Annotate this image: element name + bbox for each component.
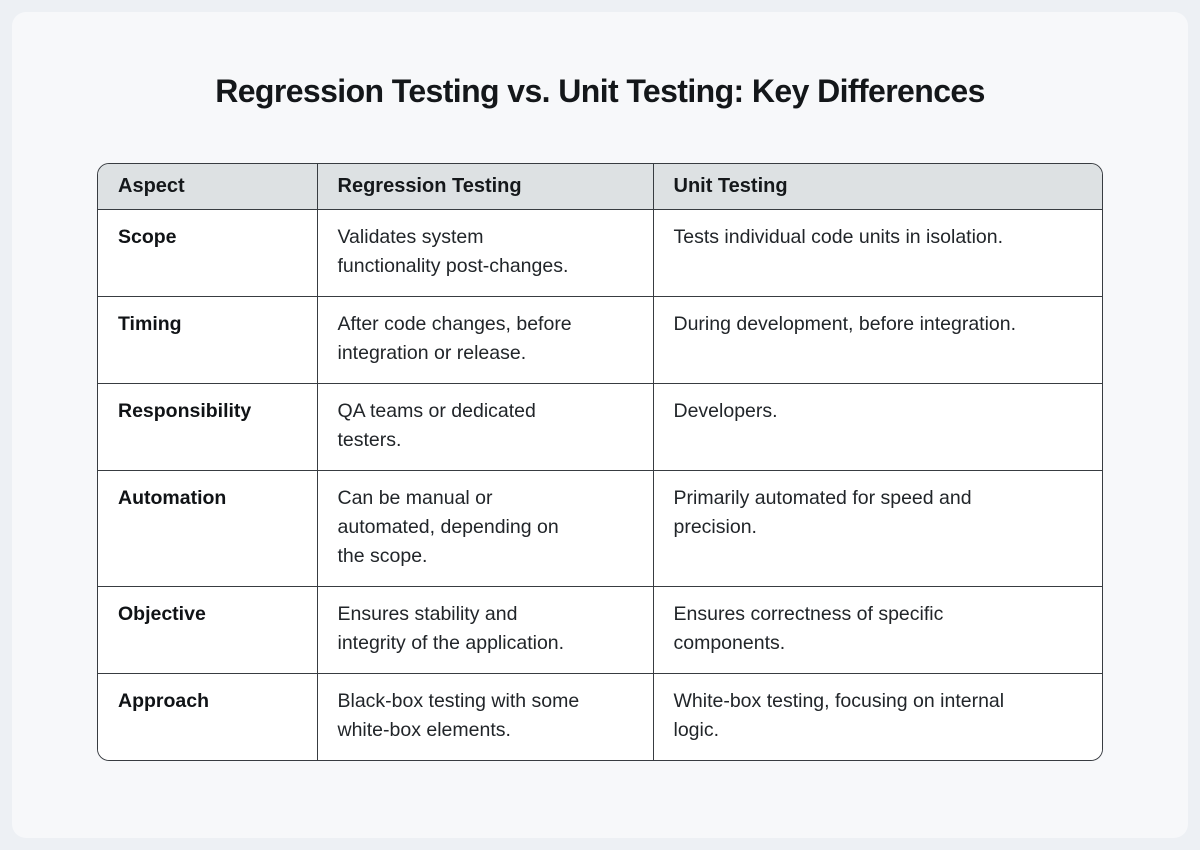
- column-header-regression-testing: Regression Testing: [317, 164, 654, 210]
- table-row-automation: Automation Can be manual or automated, d…: [98, 470, 1102, 587]
- row-label: Objective: [98, 586, 318, 674]
- table-row-objective: Objective Ensures stability and integrit…: [98, 586, 1102, 674]
- row-label: Responsibility: [98, 383, 318, 471]
- row-label: Scope: [98, 209, 318, 297]
- table-row-timing: Timing After code changes, before integr…: [98, 296, 1102, 384]
- regression-cell: Validates system functionality post-chan…: [317, 209, 654, 297]
- unit-cell: Ensures correctness of specific componen…: [653, 586, 1102, 674]
- table-row-approach: Approach Black-box testing with some whi…: [98, 673, 1102, 760]
- row-label: Automation: [98, 470, 318, 587]
- unit-cell: White-box testing, focusing on internal …: [653, 673, 1102, 760]
- unit-cell: Tests individual code units in isolation…: [653, 209, 1102, 297]
- row-label: Timing: [98, 296, 318, 384]
- regression-cell: Can be manual or automated, depending on…: [317, 470, 654, 587]
- regression-cell: Black-box testing with some white-box el…: [317, 673, 654, 760]
- regression-cell: After code changes, before integration o…: [317, 296, 654, 384]
- page-title: Regression Testing vs. Unit Testing: Key…: [215, 73, 985, 109]
- column-header-unit-testing: Unit Testing: [653, 164, 1102, 210]
- column-header-aspect: Aspect: [98, 164, 318, 210]
- comparison-table: Aspect Regression Testing Unit Testing S…: [97, 163, 1103, 761]
- table-header-row: Aspect Regression Testing Unit Testing: [98, 164, 1102, 210]
- regression-cell: Ensures stability and integrity of the a…: [317, 586, 654, 674]
- content-card: Regression Testing vs. Unit Testing: Key…: [12, 12, 1188, 838]
- unit-cell: Primarily automated for speed and precis…: [653, 470, 1102, 587]
- unit-cell: Developers.: [653, 383, 1102, 471]
- table-row-responsibility: Responsibility QA teams or dedicated tes…: [98, 383, 1102, 471]
- row-label: Approach: [98, 673, 318, 760]
- unit-cell: During development, before integration.: [653, 296, 1102, 384]
- table-row-scope: Scope Validates system functionality pos…: [98, 209, 1102, 297]
- regression-cell: QA teams or dedicated testers.: [317, 383, 654, 471]
